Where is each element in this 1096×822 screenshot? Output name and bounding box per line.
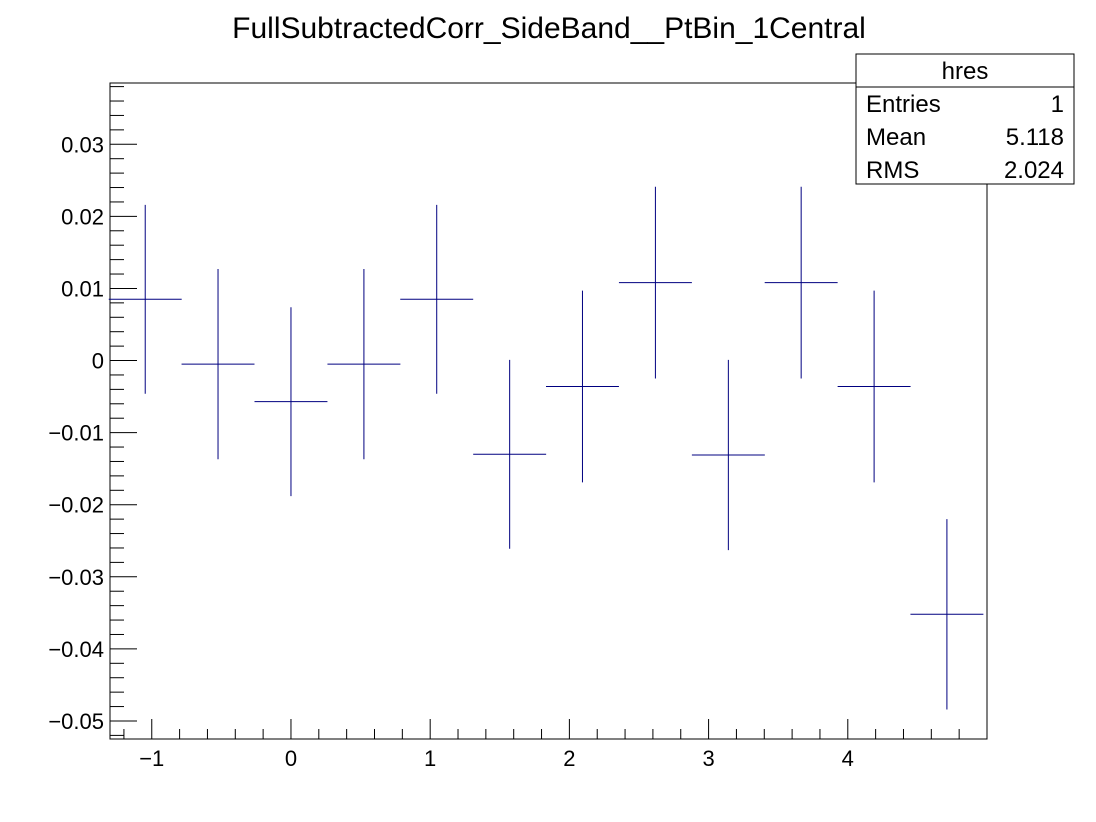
stats-box: hres Entries 1 Mean 5.118 RMS 2.024 — [855, 53, 1075, 185]
stats-entries-label: Entries — [866, 91, 941, 118]
x-tick-label: 1 — [424, 746, 436, 771]
y-tick-label: 0.02 — [61, 204, 104, 229]
stats-box-name: hres — [942, 58, 989, 85]
y-tick-label: −0.04 — [48, 637, 104, 662]
stats-rms-label: RMS — [866, 157, 919, 184]
x-tick-label: 4 — [842, 746, 854, 771]
stats-entries-value: 1 — [1051, 91, 1064, 118]
y-tick-label: −0.02 — [48, 493, 104, 518]
x-tick-label: −1 — [139, 746, 164, 771]
stats-mean-label: Mean — [866, 124, 926, 151]
x-axis: −1 0 1 2 3 4 — [123, 719, 988, 771]
stats-box-frame — [855, 53, 1075, 185]
y-tick-label: 0.01 — [61, 276, 104, 301]
x-tick-label: 3 — [702, 746, 714, 771]
plot-frame — [109, 82, 988, 740]
y-tick-label: −0.05 — [48, 709, 104, 734]
stats-rms-value: 2.024 — [1004, 157, 1064, 184]
y-tick-label: 0 — [92, 349, 104, 374]
y-tick-label: −0.03 — [48, 565, 104, 590]
y-axis: −0.05 −0.04 −0.03 −0.02 −0.01 0 0.01 0.02 0.03 — [48, 86, 137, 736]
data-points — [108, 186, 984, 710]
chart-title: FullSubtractedCorr_SideBand__PtBin_1Cent… — [232, 12, 866, 45]
x-tick-label: 2 — [563, 746, 575, 771]
y-tick-label: −0.01 — [48, 421, 104, 446]
stats-mean-value: 5.118 — [1006, 124, 1064, 151]
y-tick-label: 0.03 — [61, 132, 104, 157]
x-tick-label: 0 — [285, 746, 297, 771]
